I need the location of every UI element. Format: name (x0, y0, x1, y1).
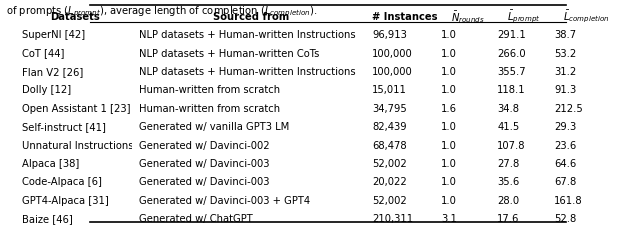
Text: of prompts ($L_{prompt}$), average length of completion ($L_{completion}$).: of prompts ($L_{prompt}$), average lengt… (6, 4, 317, 19)
